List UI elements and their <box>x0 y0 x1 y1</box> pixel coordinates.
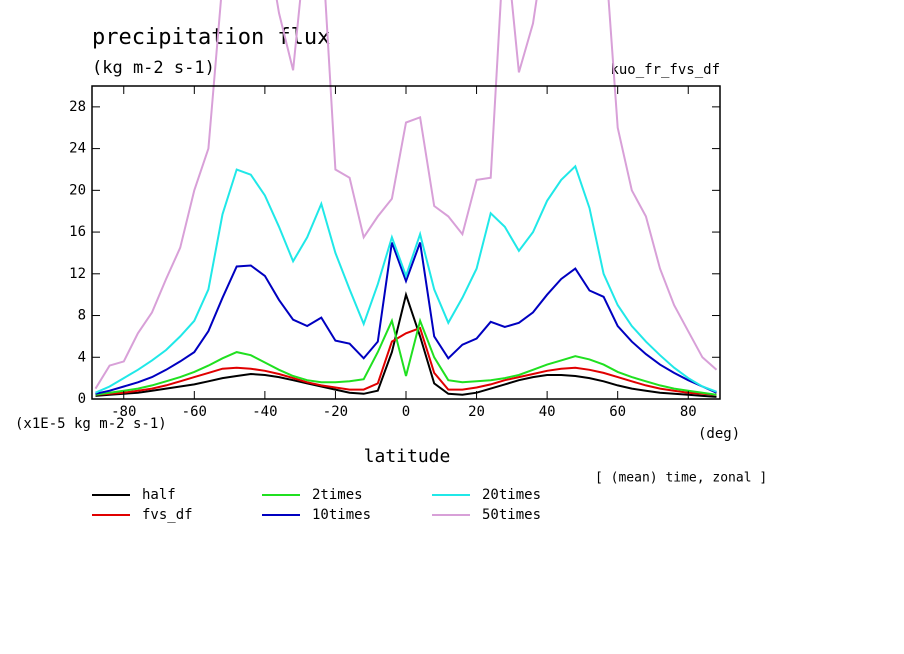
y-tick-label: 20 <box>69 182 86 198</box>
legend-label: 20times <box>482 487 541 503</box>
y-tick-label: 0 <box>78 391 86 407</box>
x-tick-label: 20 <box>468 404 485 420</box>
x-axis-label: latitude <box>364 446 451 467</box>
x-tick-label: -20 <box>323 404 348 420</box>
y-tick-label: 12 <box>69 266 86 282</box>
series-line <box>95 326 717 396</box>
chart-title: precipitation flux <box>92 25 330 50</box>
annotation: kuo_fr_fvs_df <box>610 62 720 78</box>
y-tick-label: 16 <box>69 224 86 240</box>
x-tick-label: -80 <box>111 404 136 420</box>
y-tick-label: 4 <box>78 349 86 365</box>
series-line <box>95 242 717 395</box>
chart-subtitle: (kg m-2 s-1) <box>92 58 215 78</box>
y-tick-label: 8 <box>78 308 86 324</box>
legend-label: 10times <box>312 507 371 523</box>
note: [ (mean) time, zonal ] <box>595 471 767 486</box>
y-tick-label: 28 <box>69 99 86 115</box>
legend-label: 2times <box>312 487 363 503</box>
legend-label: fvs_df <box>142 507 193 523</box>
legend-label: half <box>142 487 176 503</box>
series-line <box>94 0 718 390</box>
x-tick-label: -60 <box>182 404 207 420</box>
y-tick-label: 24 <box>69 141 86 157</box>
x-tick-label: 0 <box>402 404 410 420</box>
y-unit-label: (x1E-5 kg m-2 s-1) <box>15 416 167 432</box>
x-tick-label: 80 <box>680 404 697 420</box>
series-line <box>95 317 717 396</box>
x-tick-label: 60 <box>609 404 626 420</box>
x-unit-label: (deg) <box>698 426 740 442</box>
series-line <box>95 291 717 398</box>
legend-label: 50times <box>482 507 541 523</box>
plot-frame <box>91 85 721 400</box>
x-tick-label: 40 <box>539 404 556 420</box>
x-tick-label: -40 <box>252 404 277 420</box>
series-line <box>95 164 717 394</box>
